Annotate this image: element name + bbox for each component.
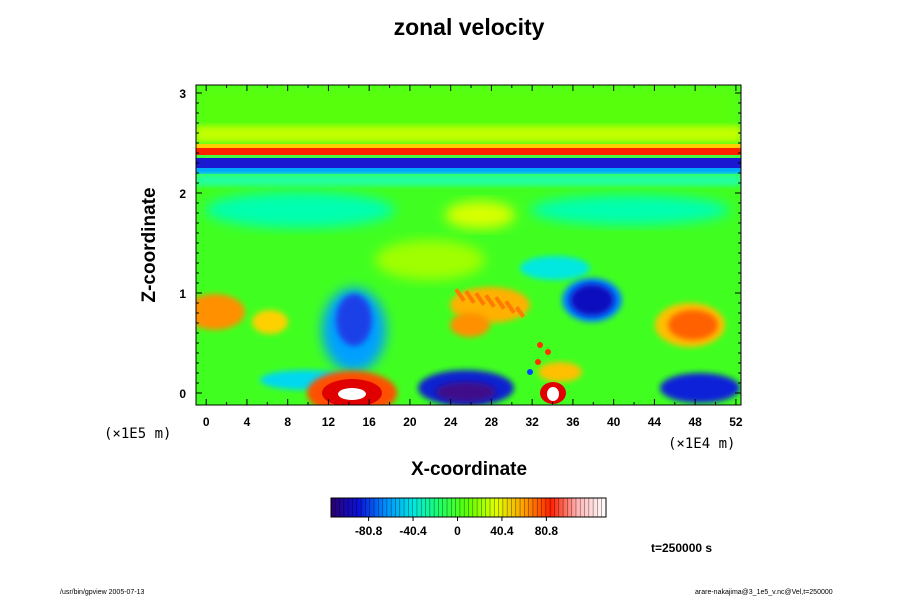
x-tick-label: 32 <box>525 415 539 429</box>
purple-core-bottom <box>436 382 496 402</box>
yellow-patch-bottom <box>538 362 582 382</box>
upper-yellow-band <box>196 126 741 142</box>
x-tick-label: 28 <box>485 415 499 429</box>
orange-patch-left <box>196 294 245 330</box>
cyan-patch-small <box>520 256 590 280</box>
x-tick-label: 40 <box>607 415 621 429</box>
wave-streaks <box>454 288 551 375</box>
negative-jet-band <box>196 158 741 168</box>
jet-gap <box>196 155 741 158</box>
x-tick-label: 44 <box>648 415 662 429</box>
colorbar-divisions <box>334 498 603 517</box>
x-axis-label: X-coordinate <box>410 459 528 480</box>
colorbar-tick-label: -80.8 <box>355 524 383 538</box>
x-tick-label: 20 <box>403 415 417 429</box>
cyan-patch-left <box>205 192 395 228</box>
white-core-right <box>547 387 559 401</box>
y-tick-label: 2 <box>179 187 186 201</box>
orange-wave-core <box>450 313 490 337</box>
blue-patch-bottom-right <box>660 373 740 403</box>
footer-command: /usr/bin/gpview 2005-07-13 <box>60 589 145 596</box>
y-tick-label: 3 <box>179 87 186 101</box>
colorbar-tick-label: -40.4 <box>399 524 427 538</box>
footer-source: arare-nakajima@3_1e5_v.nc@Vel,t=250000 <box>695 589 833 596</box>
colorbar-tick-label: 40.4 <box>490 524 514 538</box>
x-tick-label: 24 <box>444 415 458 429</box>
yellow-patch-left <box>252 310 288 334</box>
cyan-band-lower <box>196 174 741 186</box>
x-tick-label: 4 <box>244 415 251 429</box>
colorbar-frame <box>330 497 607 518</box>
colorbar-tick-label: 80.8 <box>535 524 559 538</box>
orange-patch-right <box>668 310 718 340</box>
positive-jet-band <box>196 148 741 155</box>
time-label: t=250000 s <box>651 541 713 555</box>
chart-title: zonal velocity <box>393 14 545 40</box>
x-tick-label: 48 <box>688 415 702 429</box>
y-axis-unit: (×1E5 m) <box>104 426 172 442</box>
cyan-patch-right <box>530 195 730 225</box>
y-tick-label: 0 <box>179 387 186 401</box>
yellow-patch-mid <box>445 201 515 229</box>
x-axis-unit: (×1E4 m) <box>668 436 736 452</box>
x-tick-label: 0 <box>203 415 210 429</box>
jet-transition-top <box>196 144 741 149</box>
x-tick-label: 16 <box>362 415 376 429</box>
white-core-left <box>338 388 366 400</box>
blue-vortex-core <box>570 284 614 316</box>
colorbar-tick-label: 0 <box>454 524 461 538</box>
plot-frame <box>195 84 742 406</box>
heatmap-field <box>196 85 741 405</box>
y-tick-label: 1 <box>179 287 186 301</box>
x-tick-label: 12 <box>322 415 336 429</box>
colorbar-ticks: -80.8 -40.4 0 40.4 80.8 <box>355 517 558 538</box>
x-tick-label: 52 <box>729 415 743 429</box>
x-tick-label: 36 <box>566 415 580 429</box>
x-tick-label: 8 <box>284 415 291 429</box>
jet-transition-bottom <box>196 168 741 174</box>
yellow-green-patch <box>375 240 485 280</box>
blue-core-left <box>336 294 372 346</box>
